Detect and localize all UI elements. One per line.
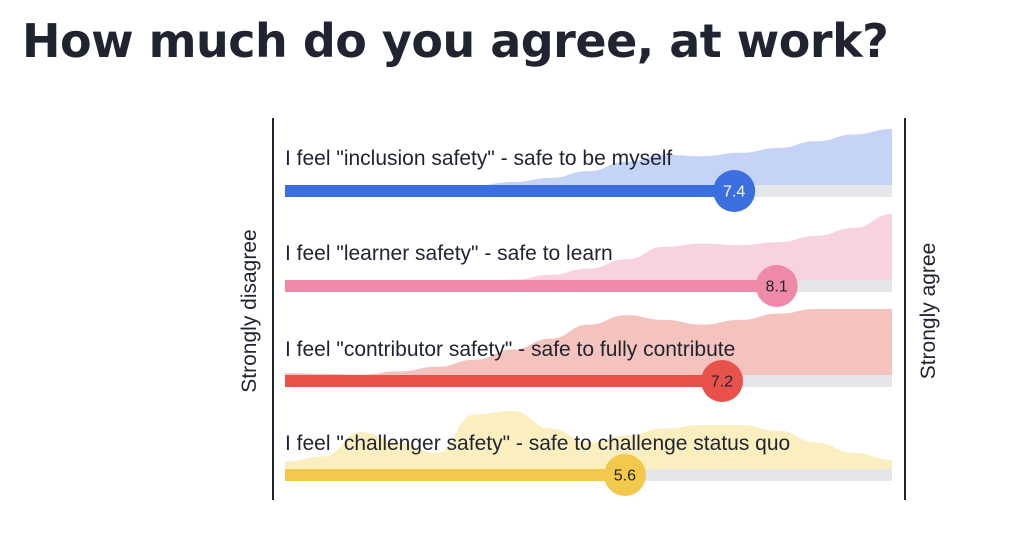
bar [285, 185, 735, 197]
page-title: How much do you agree, at work? [22, 14, 889, 68]
bar [285, 280, 777, 292]
value-bubble [713, 170, 756, 212]
data-label: 7.2 [711, 374, 733, 391]
scale-min-label: Strongly disagree [238, 229, 261, 393]
bar [285, 375, 723, 387]
value-bubble [701, 360, 744, 402]
data-label: 7.4 [723, 184, 745, 201]
bar [285, 469, 625, 481]
data-label: 8.1 [766, 279, 788, 296]
distribution-area [285, 309, 892, 387]
row-label: I feel "learner safety" - safe to learn [285, 242, 613, 265]
row-label: I feel "inclusion safety" - safe to be m… [285, 147, 672, 170]
distribution-area [285, 411, 892, 481]
distribution-area [285, 214, 892, 292]
scale-max-label: Strongly agree [917, 242, 940, 380]
row-label: I feel "challenger safety" - safe to cha… [285, 432, 790, 455]
value-bubble [755, 265, 798, 307]
value-bubble [603, 454, 646, 496]
data-label: 5.6 [614, 468, 636, 485]
row-label: I feel "contributor safety" - safe to fu… [285, 338, 735, 361]
